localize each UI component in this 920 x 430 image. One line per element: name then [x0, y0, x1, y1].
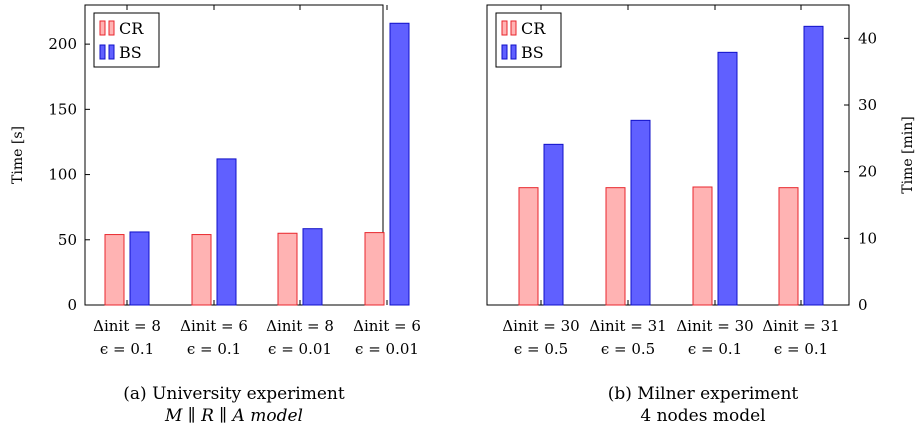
y-tick-label: 0 [858, 296, 868, 314]
x-tick-label: Δinit = 6 [180, 317, 248, 335]
chart-b: 0 10 20 30 40 Time [min] Δinit = 30 ϵ = 0.5 Δini… [486, 4, 916, 358]
y-axis-label: Time [s] [10, 126, 26, 184]
legend-label: BS [521, 43, 544, 62]
legend-swatch [99, 44, 106, 60]
legend-swatch [108, 44, 115, 60]
y-tick-label: 200 [48, 35, 77, 53]
x-tick-label: Δinit = 8 [266, 317, 334, 335]
y-tick-label: 40 [858, 29, 877, 47]
x-tick-label: Δinit = 31 [762, 317, 839, 335]
y-tick-label: 10 [858, 229, 877, 247]
bar-bs [717, 51, 738, 306]
x-tick-label: ϵ = 0.01 [355, 340, 419, 358]
caption-a: (a) University experiment M ∥ R ∥ A mode… [84, 383, 384, 427]
x-tick-label: ϵ = 0.1 [688, 340, 742, 358]
bar-cr [104, 234, 125, 306]
bar-cr [191, 234, 212, 306]
bar-cr [778, 187, 799, 306]
bar-bs [216, 158, 237, 306]
y-tick-label: 0 [67, 296, 77, 314]
bar-bs [302, 228, 323, 306]
x-tick-label: Δinit = 31 [589, 317, 666, 335]
y-tick-label: 100 [48, 166, 77, 184]
legend-swatch [510, 44, 517, 60]
bar-cr [605, 187, 626, 306]
bar-bs [630, 119, 651, 306]
legend-label: BS [119, 43, 142, 62]
y-axis-label: Time [min] [900, 116, 916, 194]
caption-b-line-1: (b) Milner experiment [607, 384, 799, 404]
x-tick-label: ϵ = 0.1 [187, 340, 241, 358]
bar-cr [692, 186, 713, 306]
y-tick-label: 20 [858, 163, 877, 181]
caption-b-line-2: 4 nodes model [640, 406, 766, 426]
legend-label: CR [521, 19, 546, 38]
x-tick-label: Δinit = 30 [676, 317, 753, 335]
caption-b: (b) Milner experiment 4 nodes model [553, 383, 853, 427]
chart-a: 0 50 100 150 200 Time [s] Δinit = 8 ϵ = 0.1 Δini… [10, 4, 421, 358]
caption-a-line-2: M ∥ R ∥ A model [165, 406, 303, 426]
legend-swatch [501, 44, 508, 60]
legend-swatch [99, 20, 106, 36]
x-tick-label: ϵ = 0.1 [774, 340, 828, 358]
legend-swatch [108, 20, 115, 36]
plot-frame [486, 4, 850, 306]
y-tick-label: 150 [48, 100, 77, 118]
caption-a-line-1: (a) University experiment [123, 384, 345, 404]
x-tick-label: ϵ = 0.01 [268, 340, 332, 358]
bar-cr [518, 187, 539, 306]
bar-bs [389, 22, 410, 306]
bar-bs [543, 143, 564, 306]
x-tick-label: ϵ = 0.5 [514, 340, 568, 358]
y-tick-label: 30 [858, 96, 877, 114]
bar-bs [129, 231, 150, 306]
x-tick-label: Δinit = 6 [353, 317, 421, 335]
legend-swatch [510, 20, 517, 36]
y-tick-label: 50 [58, 231, 77, 249]
bar-bs [803, 25, 824, 306]
x-tick-label: ϵ = 0.5 [601, 340, 655, 358]
x-tick-label: Δinit = 8 [93, 317, 161, 335]
legend-label: CR [119, 19, 144, 38]
x-tick-label: Δinit = 30 [502, 317, 579, 335]
bar-cr [277, 232, 298, 306]
x-tick-label: ϵ = 0.1 [100, 340, 154, 358]
bar-cr [364, 232, 385, 306]
legend-swatch [501, 20, 508, 36]
